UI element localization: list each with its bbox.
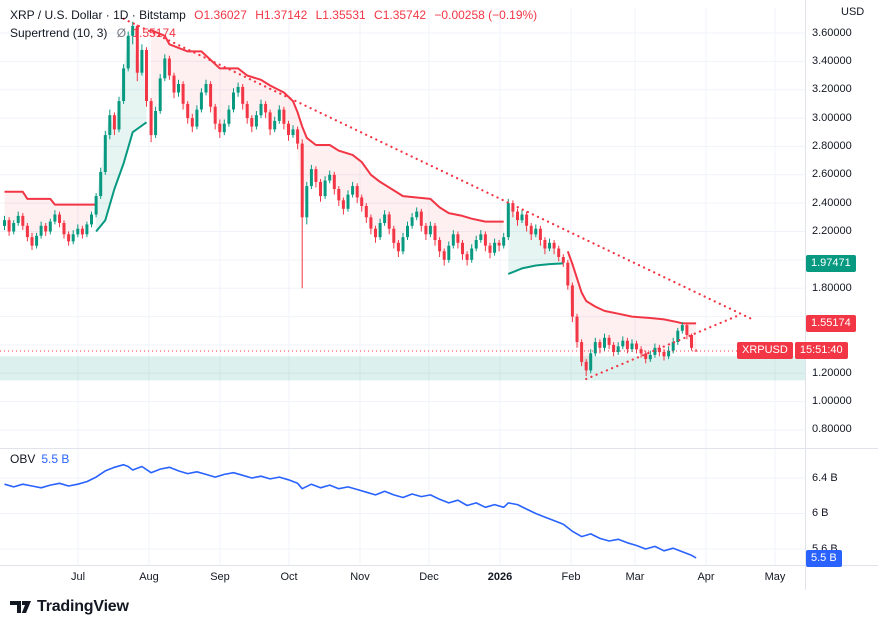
supertrend-up-price-badge[interactable]: 1.97471: [806, 254, 856, 272]
ohlc-low: L1.35531: [315, 8, 366, 22]
ohlc-high: H1.37142: [255, 8, 308, 22]
supertrend-title: Supertrend (10, 3): [10, 26, 108, 40]
month-label: Jul: [70, 571, 86, 583]
symbol-legend-row[interactable]: XRP / U.S. Dollar · 1D · Bitstamp O1.360…: [10, 6, 537, 24]
price-axis-label: 3.60000: [812, 26, 852, 39]
month-label: Mar: [625, 571, 645, 583]
tradingview-logo[interactable]: TradingView: [10, 598, 129, 616]
obv-axis-label: 6 B: [812, 507, 829, 520]
time-axis[interactable]: Jul Aug Sep Oct Nov Dec 2026 Feb Mar Apr May: [0, 566, 805, 590]
month-label: 2026: [487, 571, 513, 583]
pane-separators: [0, 0, 878, 590]
price-axis-label: 0.80000: [812, 423, 852, 436]
month-label: May: [764, 571, 786, 583]
price-axis-label: 3.40000: [812, 54, 852, 67]
ohlc-close: C1.35742: [374, 8, 427, 22]
obv-legend-row[interactable]: OBV 5.5 B: [10, 452, 69, 466]
obv-value: 5.5 B: [41, 452, 70, 466]
price-axis-label: 3.00000: [812, 111, 852, 124]
last-price-countdown-badge[interactable]: XRPUSD 15:51:40: [737, 342, 848, 360]
tradingview-logo-text: TradingView: [37, 598, 129, 615]
currency-label: USD: [841, 6, 865, 18]
symbol-chip: XRPUSD: [737, 342, 793, 360]
tradingview-logo-icon: [10, 601, 31, 613]
obv-line: [4, 463, 697, 559]
support-zone: [0, 356, 805, 381]
obv-axis-label: 6.4 B: [812, 471, 838, 484]
ohlc-open: O1.36027: [194, 8, 247, 22]
month-label: Oct: [280, 571, 298, 583]
price-axis-label: 2.60000: [812, 168, 852, 181]
chart-legend: XRP / U.S. Dollar · 1D · Bitstamp O1.360…: [10, 6, 537, 42]
month-label: Feb: [561, 571, 581, 583]
price-axis-label: 1.80000: [812, 281, 852, 294]
obv-title: OBV: [10, 452, 36, 466]
price-axis-label: 1.20000: [812, 366, 852, 379]
price-axis-label: 1.00000: [812, 395, 852, 408]
price-axis-label: 2.20000: [812, 224, 852, 237]
supertrend-value: 1.55174: [132, 26, 176, 40]
month-label: Nov: [350, 571, 370, 583]
gridlines: [0, 8, 805, 565]
ohlc-change: −0.00258 (−0.19%): [434, 8, 538, 22]
month-label: Sep: [210, 571, 230, 583]
supertrend-avg-symbol: Ø: [116, 26, 127, 40]
symbol-title: XRP / U.S. Dollar · 1D · Bitstamp: [10, 8, 186, 22]
month-label: Apr: [697, 571, 715, 583]
candlesticks: [3, 21, 698, 377]
month-label: Dec: [419, 571, 439, 583]
supertrend-down-price-badge[interactable]: 1.55174: [806, 314, 856, 332]
price-axis-label: 2.80000: [812, 139, 852, 152]
trendline-drawings: [122, 17, 753, 381]
price-axis-label: 2.40000: [812, 196, 852, 209]
supertrend-legend-row[interactable]: Supertrend (10, 3) Ø 1.55174: [10, 24, 537, 42]
obv-value-badge[interactable]: 5.5 B: [806, 550, 842, 568]
price-axis-label: 3.20000: [812, 83, 852, 96]
month-label: Aug: [139, 571, 159, 583]
countdown-chip: 15:51:40: [794, 342, 848, 360]
price-axis[interactable]: 1.97471 1.55174 5.5 B 3.60000 3.40000 3.20…: [805, 0, 878, 590]
supertrend-indicator: [4, 25, 697, 371]
